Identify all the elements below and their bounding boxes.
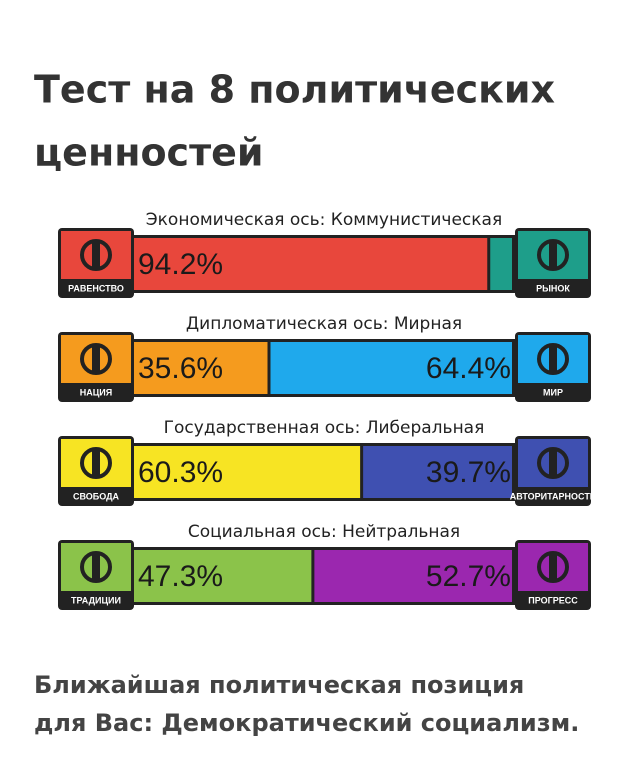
icon-caption: РАВЕНСТВО — [68, 283, 124, 293]
bar-right — [490, 238, 512, 290]
bar-left — [134, 550, 312, 602]
icon-caption: АВТОРИТАРНОСТЬ — [510, 491, 597, 501]
icon-glyph — [549, 240, 557, 270]
value-label: 39.7% — [426, 456, 511, 489]
bar-right — [314, 550, 512, 602]
bar-left — [134, 446, 361, 498]
value-label: 35.6% — [138, 352, 223, 385]
bar-right — [270, 342, 512, 394]
icon-glyph — [549, 344, 557, 374]
icon-caption: ТРАДИЦИИ — [71, 595, 121, 605]
icon-caption: РЫНОК — [536, 283, 570, 293]
value-label: 52.7% — [426, 560, 511, 593]
icon-glyph — [92, 240, 100, 270]
value-label: 47.3% — [138, 560, 223, 593]
icon-caption: НАЦИЯ — [80, 387, 113, 397]
axis-label: Государственная ось: Либеральная — [164, 418, 485, 438]
value-label: 64.4% — [426, 352, 511, 385]
icon-caption: СВОБОДА — [73, 491, 120, 501]
bar-left — [134, 342, 268, 394]
axis-label: Экономическая ось: Коммунистическая — [146, 210, 502, 230]
footer: для Вас: Демократический социализм. — [34, 709, 579, 737]
icon-glyph — [549, 552, 557, 582]
title: Тест на 8 политических — [34, 68, 555, 112]
footer: Ближайшая политическая позиция — [34, 671, 524, 699]
icon-caption: МИР — [543, 387, 563, 397]
title: ценностей — [34, 131, 264, 175]
bar-right — [363, 446, 512, 498]
bar-left — [134, 238, 488, 290]
axis-label: Дипломатическая ось: Мирная — [186, 314, 462, 334]
icon-glyph — [92, 344, 100, 374]
value-label: 94.2% — [138, 248, 223, 281]
icon-glyph — [549, 448, 557, 478]
axis-label: Социальная ось: Нейтральная — [188, 522, 460, 542]
icon-glyph — [92, 552, 100, 582]
icon-glyph — [92, 448, 100, 478]
value-label: 60.3% — [138, 456, 223, 489]
icon-caption: ПРОГРЕСС — [528, 595, 578, 605]
